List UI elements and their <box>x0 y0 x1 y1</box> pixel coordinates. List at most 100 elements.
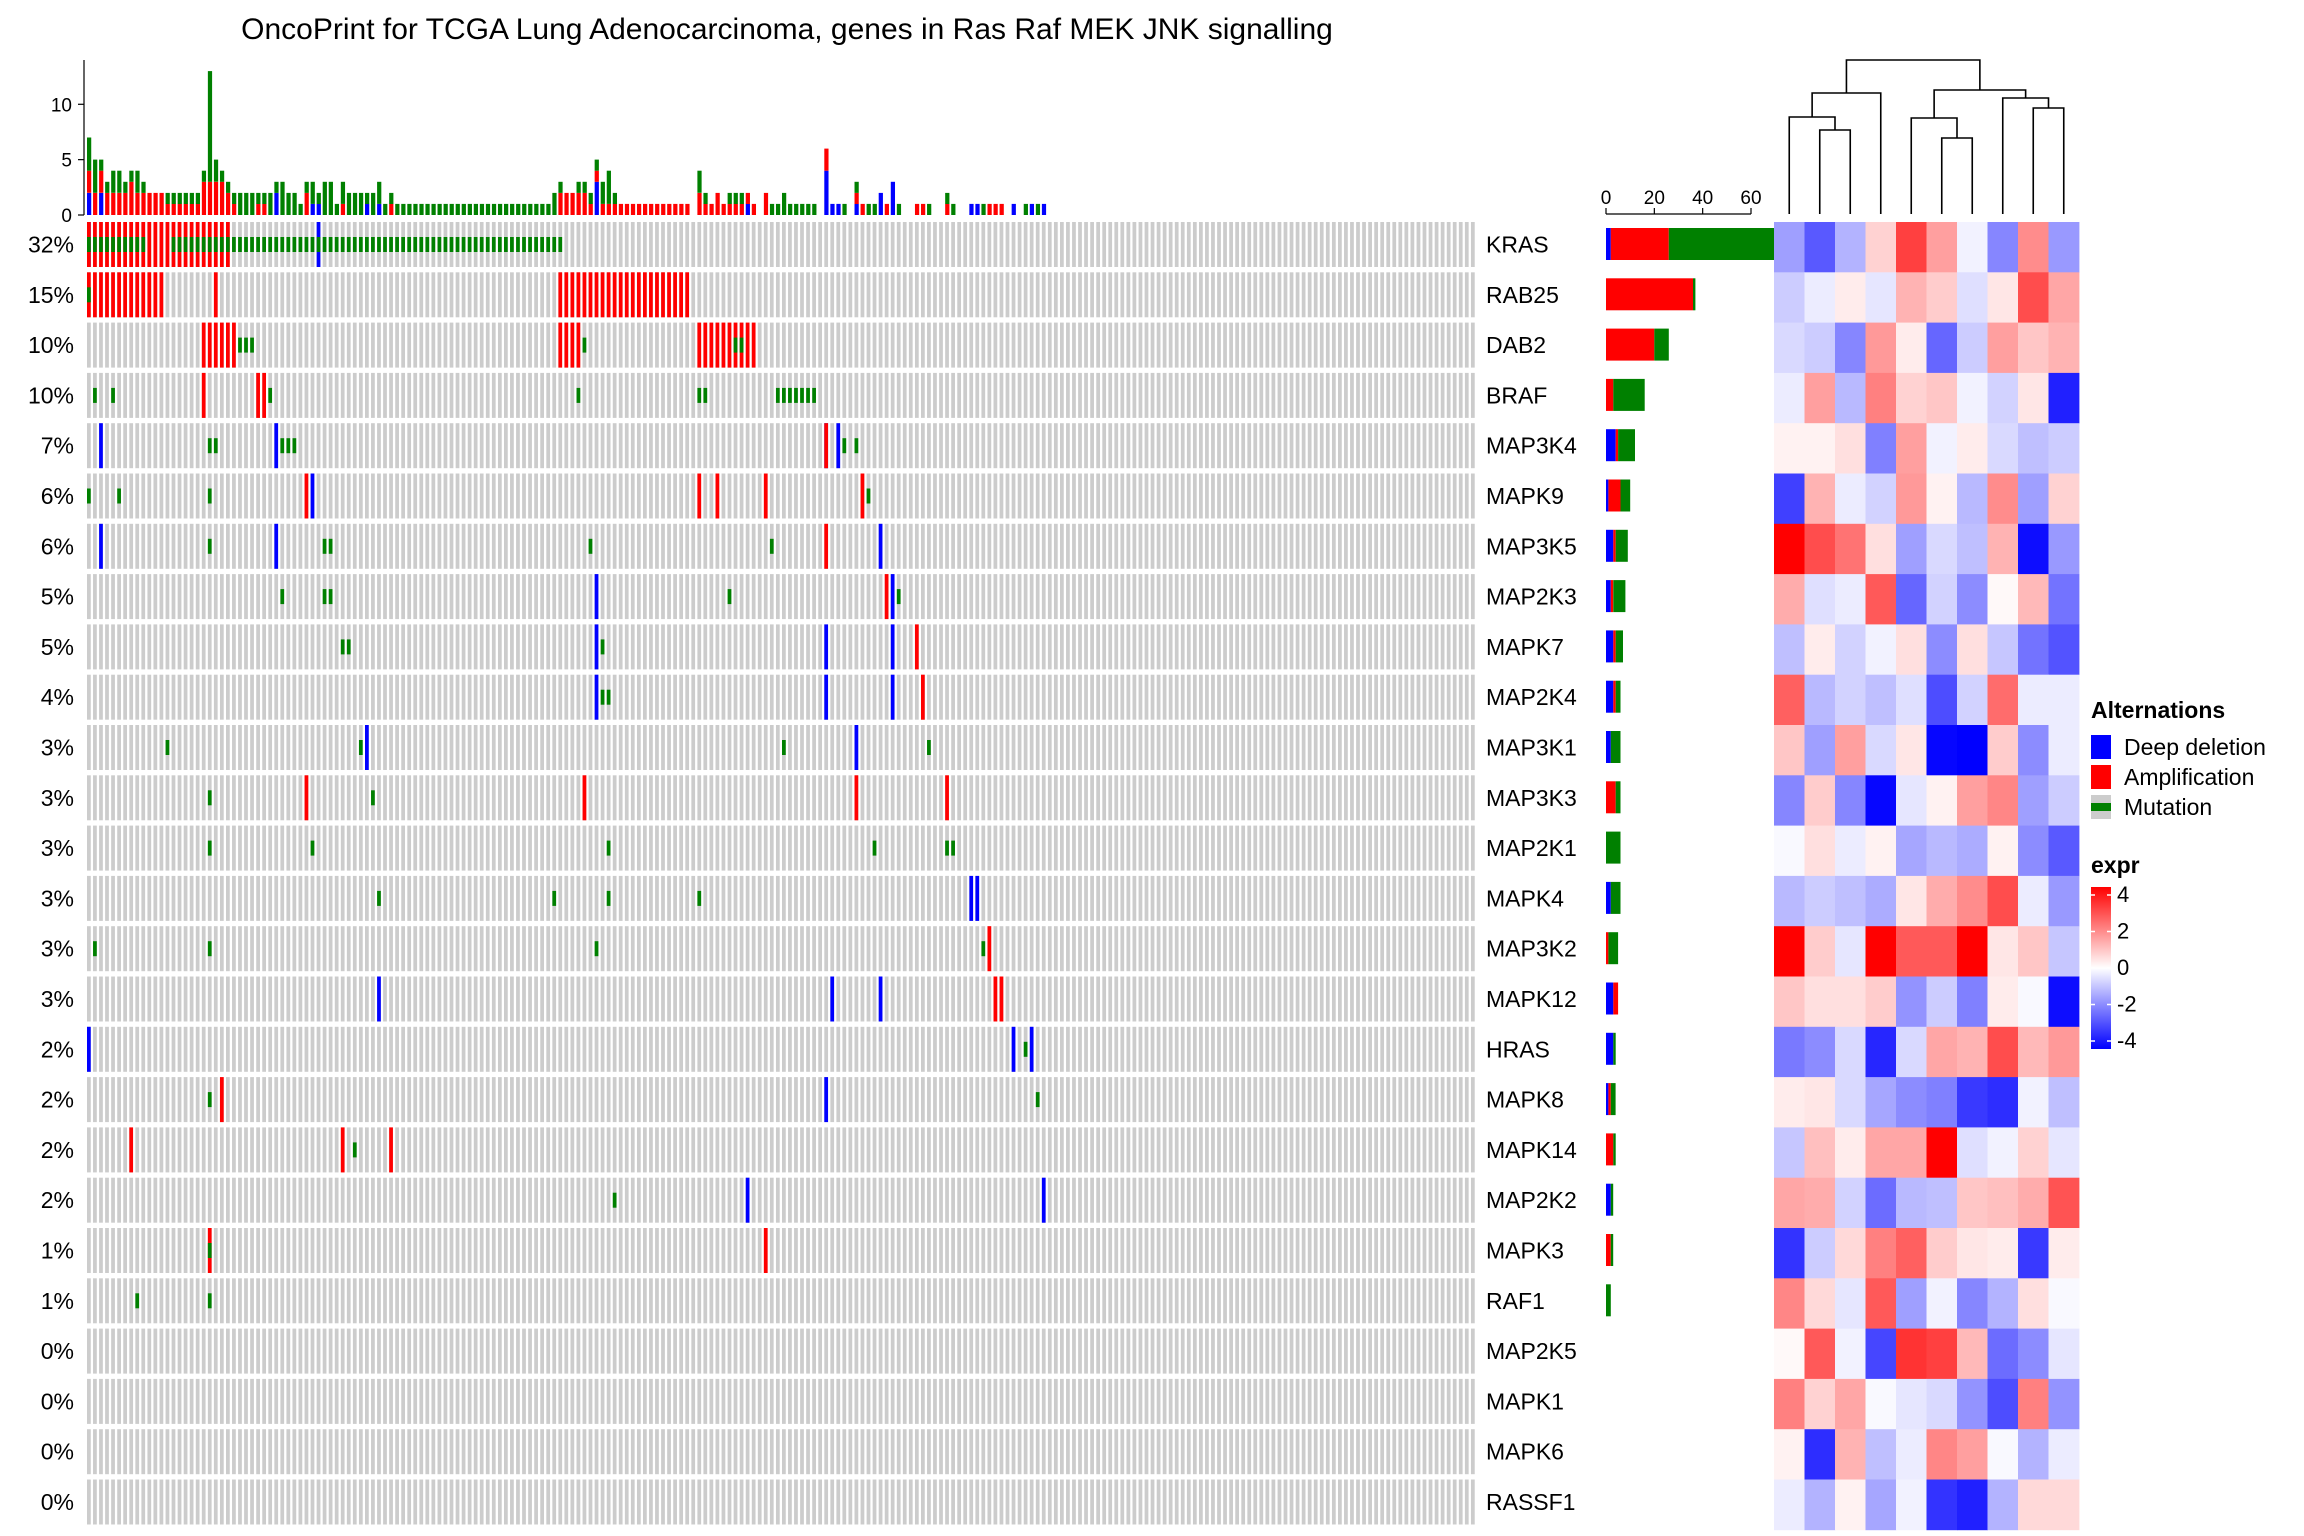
oncoprint-cell <box>1199 1077 1203 1123</box>
oncoprint-cell <box>401 674 406 720</box>
oncoprint-cell <box>745 423 750 469</box>
oncoprint-cell <box>691 624 696 670</box>
oncoprint-cell <box>389 875 393 921</box>
oncoprint-cell <box>788 523 792 569</box>
oncoprint-cell <box>618 825 623 871</box>
oncoprint-cell <box>878 222 883 267</box>
oncoprint-cell <box>443 423 448 469</box>
oncoprint-cell <box>1102 825 1107 871</box>
oncoprint-cell <box>1422 272 1427 318</box>
amplification-mark <box>389 1127 393 1173</box>
oncoprint-cell <box>1108 1127 1113 1173</box>
oncoprint-cell <box>1023 423 1028 469</box>
oncoprint-cell <box>1386 976 1391 1022</box>
oncoprint-cell <box>1229 1127 1233 1173</box>
oncoprint-cell <box>661 473 665 519</box>
oncoprint-cell <box>377 1127 381 1173</box>
oncoprint-cell <box>993 624 998 670</box>
oncoprint-cell <box>1331 272 1336 318</box>
oncoprint-cell <box>286 674 291 720</box>
oncoprint-cell <box>933 372 937 418</box>
oncoprint-cell <box>87 1177 91 1223</box>
oncoprint-cell <box>896 372 901 418</box>
oncoprint-cell <box>1368 775 1372 821</box>
oncoprint-cell <box>1060 926 1064 972</box>
oncoprint-cell <box>1325 775 1330 821</box>
oncoprint-cell <box>999 1077 1004 1123</box>
oncoprint-cell <box>927 372 931 418</box>
oncoprint-cell <box>1138 272 1143 318</box>
oncoprint-cell <box>1023 825 1028 871</box>
oncoprint-cell <box>1120 1026 1125 1072</box>
oncoprint-cell <box>1458 674 1463 720</box>
oncoprint-cell <box>782 976 786 1022</box>
oncoprint-cell <box>358 1026 363 1072</box>
oncoprint-cell <box>1120 272 1125 318</box>
oncoprint-cell <box>298 976 303 1022</box>
oncoprint-cell <box>999 1127 1004 1173</box>
oncoprint-cell <box>945 372 949 418</box>
oncoprint-cell <box>425 825 430 871</box>
oncoprint-cell <box>1120 875 1125 921</box>
mutation-mark <box>207 941 212 957</box>
oncoprint-cell <box>1325 674 1330 720</box>
oncoprint-cell <box>304 1127 309 1173</box>
oncoprint-cell <box>951 976 955 1022</box>
oncoprint-cell <box>727 1077 732 1123</box>
oncoprint-cell <box>612 875 617 921</box>
oncoprint-cell <box>1023 875 1028 921</box>
oncoprint-cell <box>1338 473 1342 519</box>
oncoprint-cell <box>1434 1077 1439 1123</box>
oncoprint-cell <box>1319 825 1324 871</box>
oncoprint-cell <box>1053 523 1058 569</box>
oncoprint-cell <box>1325 725 1330 770</box>
oncoprint-cell <box>274 1026 279 1072</box>
oncoprint-cell <box>1253 775 1258 821</box>
oncoprint-cell <box>745 976 750 1022</box>
oncoprint-cell <box>352 875 357 921</box>
oncoprint-cell <box>286 725 291 770</box>
amplification-mark <box>93 272 97 318</box>
oncoprint-cell <box>570 825 575 871</box>
oncoprint-cell <box>739 523 744 569</box>
oncoprint-cell <box>709 1177 714 1223</box>
oncoprint-cell <box>117 523 121 569</box>
oncoprint-cell <box>679 574 684 620</box>
oncoprint-cell <box>902 1026 907 1072</box>
oncoprint-cell <box>244 926 248 972</box>
oncoprint-cell <box>87 624 91 670</box>
oncoprint-cell <box>340 1026 345 1072</box>
oncoprint-cell <box>1253 322 1258 368</box>
oncoprint-cell <box>697 725 702 770</box>
oncoprint-cell <box>884 372 889 418</box>
oncoprint-cell <box>667 775 671 821</box>
oncoprint-cell <box>757 1077 762 1123</box>
oncoprint-cell <box>431 1077 436 1123</box>
oncoprint-cell <box>782 624 786 670</box>
oncoprint-cell <box>123 1177 128 1223</box>
oncoprint-cell <box>238 674 242 720</box>
oncoprint-cell <box>643 926 647 972</box>
oncoprint-cell <box>1084 322 1088 368</box>
oncoprint-cell <box>1192 222 1197 267</box>
mutation-mark <box>340 639 345 655</box>
oncoprint-cell <box>407 1127 412 1173</box>
oncoprint-cell <box>806 725 810 770</box>
oncoprint-cell <box>1229 926 1233 972</box>
oncoprint-cell <box>141 775 146 821</box>
oncoprint-cell <box>346 674 351 720</box>
oncoprint-cell <box>1047 222 1052 267</box>
oncoprint-cell <box>927 222 931 267</box>
top-bar-amp <box>661 203 666 215</box>
oncoprint-cell <box>407 473 412 519</box>
oncoprint-cell <box>896 674 901 720</box>
mutation-mark <box>346 639 351 655</box>
oncoprint-cell <box>860 976 865 1022</box>
oncoprint-cell <box>824 574 829 620</box>
oncoprint-cell <box>165 473 170 519</box>
oncoprint-cell <box>105 1026 109 1072</box>
oncoprint-cell <box>564 574 569 620</box>
mutation-mark <box>135 237 140 252</box>
oncoprint-cell <box>153 423 158 469</box>
